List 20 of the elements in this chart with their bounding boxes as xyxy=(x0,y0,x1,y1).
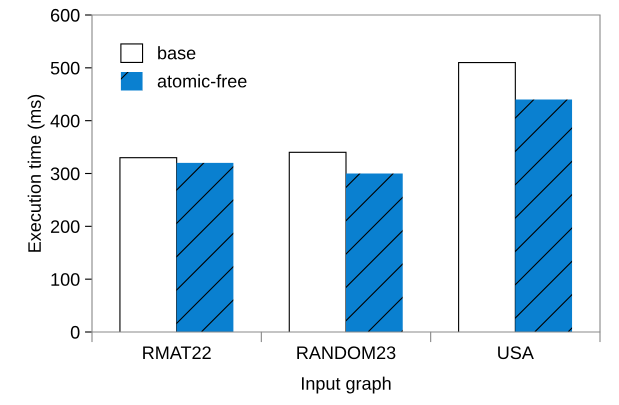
y-tick-label: 400 xyxy=(50,114,80,128)
y-axis-title: Execution time (ms) xyxy=(28,94,45,252)
y-tick-label: 300 xyxy=(50,167,80,180)
y-tick-label: 600 xyxy=(50,8,80,22)
legend-label: atomic-free xyxy=(158,74,246,88)
bar xyxy=(515,100,572,332)
y-tick-label: 200 xyxy=(50,220,80,234)
bar xyxy=(119,157,178,332)
legend-label: base xyxy=(158,46,196,60)
bar xyxy=(458,62,516,332)
x-axis-title: Input graph xyxy=(302,376,391,394)
x-tick-label: USA xyxy=(498,346,534,360)
bar xyxy=(176,162,234,332)
y-tick-label: 500 xyxy=(50,62,80,75)
bar xyxy=(288,152,347,332)
y-tick-label: 100 xyxy=(51,273,80,286)
x-tick-label: RANDOM23 xyxy=(297,346,396,360)
y-tick-label: 0 xyxy=(70,326,80,339)
x-tick-label: RMAT22 xyxy=(143,346,211,359)
bar xyxy=(346,174,403,332)
